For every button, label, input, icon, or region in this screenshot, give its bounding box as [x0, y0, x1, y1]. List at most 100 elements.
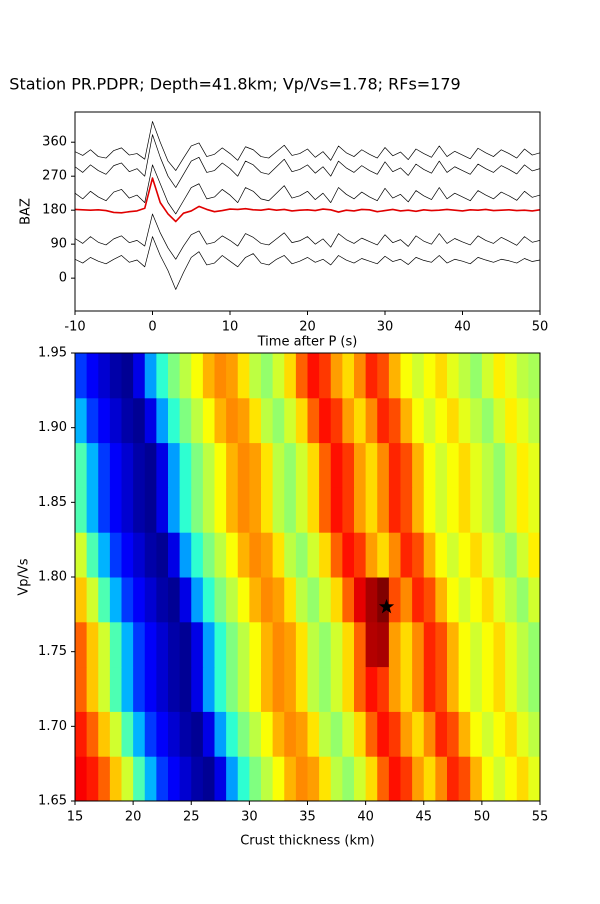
heatmap-cell	[144, 666, 157, 712]
heatmap-cell	[86, 442, 99, 488]
heatmap-cell	[481, 442, 494, 488]
heatmap-cell	[214, 666, 227, 712]
heatmap-cell	[330, 756, 343, 801]
heatmap-cell	[133, 711, 146, 757]
x-tick-label: 50	[474, 810, 491, 825]
heatmap-cell	[133, 397, 146, 444]
heatmap-cell	[516, 442, 529, 488]
heatmap-cell	[295, 397, 308, 444]
heatmap-cell	[365, 621, 378, 668]
heatmap-cell	[481, 711, 494, 757]
y-axis-label: BAZ	[19, 198, 34, 225]
heatmap-cell	[423, 666, 436, 712]
heatmap-cell	[377, 397, 390, 444]
heatmap-cell	[295, 487, 308, 533]
heatmap-cell	[121, 532, 134, 578]
heatmap-cell	[470, 756, 483, 801]
heatmap-cell	[423, 756, 436, 801]
heatmap-cell	[365, 442, 378, 488]
heatmap-cell	[447, 756, 460, 801]
heatmap-cell	[516, 621, 529, 668]
heatmap-cell	[354, 397, 367, 444]
heatmap-cell	[168, 397, 181, 444]
y-tick-label: 360	[42, 135, 67, 150]
heatmap-cell	[388, 577, 401, 623]
heatmap-cell	[156, 756, 169, 801]
heatmap-cell	[493, 666, 506, 712]
heatmap-cell	[109, 666, 122, 712]
heatmap-cell	[214, 532, 227, 578]
heatmap-cell	[354, 353, 367, 399]
heatmap-cell	[144, 397, 157, 444]
y-tick-label: 0	[59, 271, 67, 286]
heatmap-cell	[156, 353, 169, 399]
heatmap-cell	[470, 532, 483, 578]
heatmap-cell	[214, 442, 227, 488]
heatmap-cell	[226, 353, 239, 399]
heatmap-cell	[98, 532, 111, 578]
heatmap-cell	[505, 487, 518, 533]
heatmap-cell	[202, 487, 215, 533]
heatmap-cell	[109, 397, 122, 444]
heatmap-cell	[342, 621, 355, 668]
heatmap-cell	[272, 353, 285, 399]
heatmap-cell	[284, 532, 297, 578]
heatmap-cell	[412, 711, 425, 757]
heatmap-cell	[505, 711, 518, 757]
heatmap-cell	[388, 353, 401, 399]
heatmap-cell	[144, 711, 157, 757]
heatmap-cell	[505, 442, 518, 488]
heatmap-cell	[226, 487, 239, 533]
heatmap-cell	[516, 756, 529, 801]
heatmap-cell	[330, 442, 343, 488]
heatmap-cell	[261, 711, 274, 757]
heatmap-cell	[179, 756, 192, 801]
heatmap-cell	[458, 666, 471, 712]
heatmap-cell	[447, 577, 460, 623]
heatmap-cell	[330, 577, 343, 623]
heatmap-cell	[261, 532, 274, 578]
heatmap-cell	[295, 621, 308, 668]
heatmap-cell	[342, 577, 355, 623]
y-tick-label: 1.85	[38, 495, 67, 510]
heatmap-cell	[412, 442, 425, 488]
heatmap-cell	[121, 756, 134, 801]
heatmap-cell	[156, 397, 169, 444]
heatmap-cell	[481, 666, 494, 712]
heatmap-cell	[295, 756, 308, 801]
heatmap-cell	[261, 621, 274, 668]
x-tick-label: 50	[532, 320, 549, 335]
heatmap-cell	[86, 666, 99, 712]
x-tick-label: 40	[357, 810, 374, 825]
heatmap-cell	[144, 353, 157, 399]
heatmap-cell	[435, 756, 448, 801]
heatmap-cell	[400, 666, 413, 712]
x-tick-label: 15	[67, 810, 84, 825]
heatmap-cell	[470, 487, 483, 533]
heatmap-cell	[75, 756, 88, 801]
trace	[75, 164, 540, 215]
heatmap-cell	[319, 353, 332, 399]
heatmap-cell	[109, 711, 122, 757]
heatmap-cell	[354, 577, 367, 623]
trace	[75, 177, 540, 223]
heatmap-cell	[319, 397, 332, 444]
heatmap-cell	[272, 621, 285, 668]
heatmap-cell	[505, 397, 518, 444]
heatmap-cell	[86, 487, 99, 533]
heatmap-cell	[295, 577, 308, 623]
heatmap-cell	[388, 711, 401, 757]
heatmap-cell	[481, 621, 494, 668]
best-fit-star	[378, 598, 395, 614]
heatmap-cell	[400, 487, 413, 533]
heatmap-cell	[249, 756, 262, 801]
heatmap-cell	[133, 353, 146, 399]
heatmap-cell	[319, 666, 332, 712]
heatmap-cell	[528, 711, 540, 757]
heatmap-cell	[365, 532, 378, 578]
heatmap-cell	[447, 711, 460, 757]
heatmap-cell	[121, 397, 134, 444]
heatmap-cell	[226, 442, 239, 488]
heatmap-cell	[226, 711, 239, 757]
heatmap-cell	[272, 577, 285, 623]
